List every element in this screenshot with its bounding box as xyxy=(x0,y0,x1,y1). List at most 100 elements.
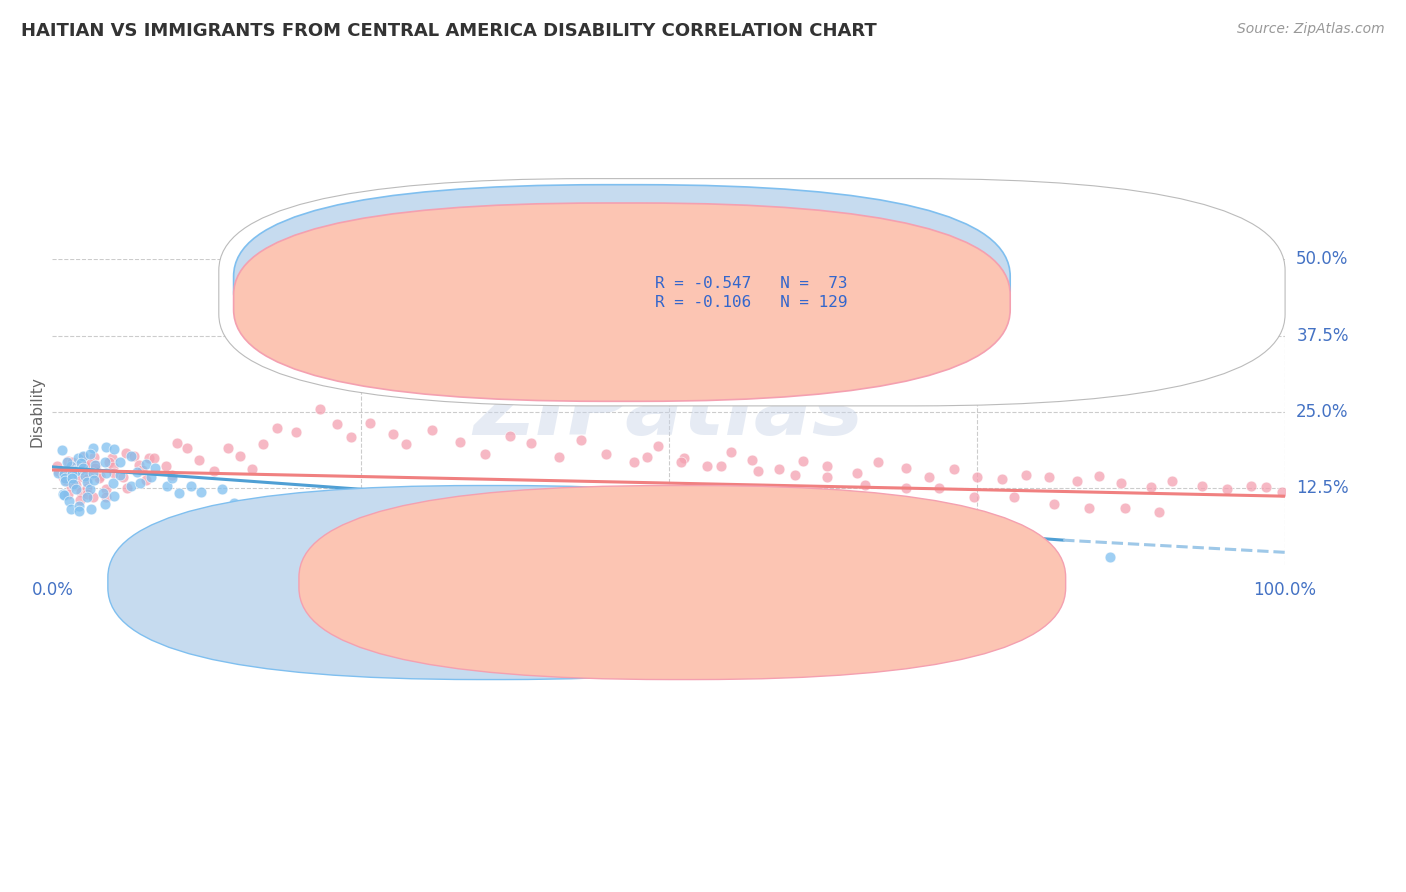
Point xyxy=(266,420,288,434)
Point xyxy=(58,494,80,508)
Point xyxy=(83,461,105,475)
Point xyxy=(692,533,714,548)
Point xyxy=(94,497,117,511)
Point xyxy=(69,492,91,507)
Point xyxy=(395,437,418,451)
Point xyxy=(155,459,177,474)
Point xyxy=(792,453,814,467)
Point xyxy=(67,450,90,465)
Point xyxy=(966,470,988,484)
Point xyxy=(633,529,655,543)
Point xyxy=(396,513,419,527)
Text: R = -0.547   N =  73: R = -0.547 N = 73 xyxy=(655,277,848,292)
Point xyxy=(55,474,77,488)
Point xyxy=(224,496,246,510)
Point xyxy=(991,473,1014,487)
Point xyxy=(79,482,101,496)
Point xyxy=(138,450,160,465)
Point xyxy=(120,449,142,463)
Point xyxy=(1191,479,1213,493)
Point xyxy=(160,471,183,485)
Point xyxy=(82,442,104,456)
Point xyxy=(46,464,69,478)
Text: R = -0.106   N = 129: R = -0.106 N = 129 xyxy=(655,294,848,310)
Point xyxy=(101,450,124,465)
Point xyxy=(240,462,263,476)
Point xyxy=(710,459,733,474)
Point xyxy=(51,442,73,457)
FancyBboxPatch shape xyxy=(233,203,1010,401)
Point xyxy=(1270,484,1292,499)
Point xyxy=(815,459,838,474)
Point xyxy=(97,455,120,469)
Point xyxy=(349,511,371,525)
Point xyxy=(67,504,90,518)
Text: 50.0%: 50.0% xyxy=(1296,251,1348,268)
Point xyxy=(76,472,98,486)
Point xyxy=(647,439,669,453)
Point xyxy=(498,429,520,443)
Point xyxy=(67,499,90,513)
Point xyxy=(72,461,94,475)
Point xyxy=(103,442,125,456)
Point xyxy=(73,458,96,472)
Point xyxy=(623,455,645,469)
Point xyxy=(82,466,104,480)
Point xyxy=(103,466,125,480)
Point xyxy=(141,470,163,484)
Point xyxy=(814,536,837,550)
Point xyxy=(450,515,472,529)
Point xyxy=(758,533,780,548)
Point xyxy=(894,460,917,475)
Point xyxy=(52,487,75,501)
Point xyxy=(62,467,84,481)
Point xyxy=(52,470,75,484)
Point xyxy=(285,425,308,439)
Point xyxy=(696,459,718,474)
Point xyxy=(1254,480,1277,494)
Point xyxy=(768,462,790,476)
Point xyxy=(217,442,239,456)
Point xyxy=(167,486,190,500)
Point xyxy=(1002,490,1025,504)
Text: 12.5%: 12.5% xyxy=(1296,479,1348,497)
Point xyxy=(114,446,136,460)
Point xyxy=(929,292,952,306)
Point xyxy=(817,470,839,484)
Point xyxy=(128,475,150,490)
Point xyxy=(1005,545,1028,559)
Point xyxy=(1147,505,1170,519)
Point xyxy=(325,417,347,431)
Point xyxy=(569,527,592,541)
Point xyxy=(73,469,96,483)
Point xyxy=(60,471,83,485)
Point xyxy=(94,466,117,480)
Point xyxy=(91,486,114,500)
Point xyxy=(866,455,889,469)
Text: Source: ZipAtlas.com: Source: ZipAtlas.com xyxy=(1237,22,1385,37)
Point xyxy=(76,487,98,501)
Point xyxy=(595,447,617,461)
Point xyxy=(1099,549,1122,564)
Text: HAITIAN VS IMMIGRANTS FROM CENTRAL AMERICA DISABILITY CORRELATION CHART: HAITIAN VS IMMIGRANTS FROM CENTRAL AMERI… xyxy=(21,22,877,40)
Point xyxy=(672,450,695,465)
Point xyxy=(928,481,950,495)
Point xyxy=(120,479,142,493)
Point xyxy=(94,455,117,469)
Point xyxy=(115,481,138,495)
Point xyxy=(65,482,87,496)
Point xyxy=(89,469,111,483)
Point xyxy=(852,530,875,544)
Text: 37.5%: 37.5% xyxy=(1296,326,1348,344)
Point xyxy=(1043,497,1066,511)
Point xyxy=(1240,479,1263,493)
Point xyxy=(96,440,118,454)
Point xyxy=(60,501,83,516)
Point xyxy=(202,465,225,479)
Point xyxy=(79,447,101,461)
Point xyxy=(94,490,117,504)
Point xyxy=(166,436,188,450)
Point xyxy=(853,477,876,491)
Point xyxy=(569,433,592,447)
Point xyxy=(176,441,198,455)
